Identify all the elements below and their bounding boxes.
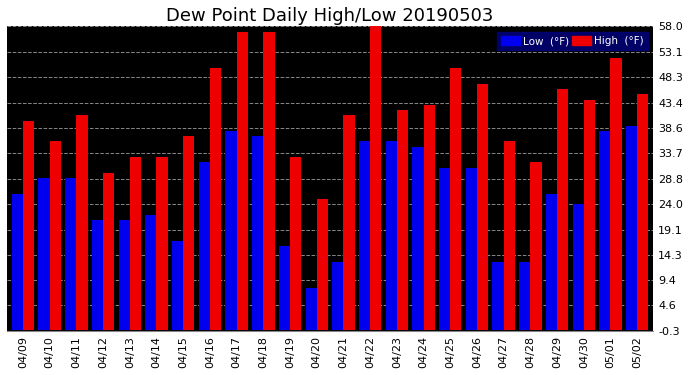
Bar xyxy=(237,32,248,330)
Bar xyxy=(252,136,264,330)
Bar xyxy=(226,131,237,330)
Bar xyxy=(477,84,488,330)
Bar xyxy=(584,100,595,330)
Bar xyxy=(306,288,317,330)
Bar xyxy=(397,110,408,330)
Bar xyxy=(413,147,424,330)
Bar xyxy=(103,173,115,330)
Bar xyxy=(183,136,195,330)
Title: Dew Point Daily High/Low 20190503: Dew Point Daily High/Low 20190503 xyxy=(166,7,494,25)
Bar xyxy=(466,168,477,330)
Bar xyxy=(172,241,183,330)
Bar xyxy=(279,246,290,330)
Bar xyxy=(39,178,50,330)
Bar xyxy=(451,68,462,330)
Bar xyxy=(573,204,584,330)
Bar xyxy=(119,220,130,330)
Bar xyxy=(264,32,275,330)
Bar xyxy=(519,262,531,330)
Bar xyxy=(317,199,328,330)
Bar xyxy=(386,141,397,330)
Bar xyxy=(157,157,168,330)
Bar xyxy=(637,94,649,330)
Bar xyxy=(23,120,34,330)
Legend: Low  (°F), High  (°F): Low (°F), High (°F) xyxy=(497,32,648,50)
Text: Copyright 2019 Cartronics.com: Copyright 2019 Cartronics.com xyxy=(13,36,155,45)
Bar xyxy=(199,162,210,330)
Bar xyxy=(531,162,542,330)
Bar xyxy=(65,178,77,330)
Bar xyxy=(424,105,435,330)
Bar xyxy=(493,262,504,330)
Bar xyxy=(599,131,611,330)
Bar xyxy=(130,157,141,330)
Bar xyxy=(92,220,103,330)
Bar xyxy=(12,194,23,330)
Bar xyxy=(50,141,61,330)
Bar xyxy=(546,194,557,330)
Bar xyxy=(359,141,370,330)
Bar xyxy=(332,262,344,330)
Bar xyxy=(344,115,355,330)
Bar xyxy=(557,89,569,330)
Bar xyxy=(626,126,637,330)
Bar xyxy=(77,115,88,330)
Bar xyxy=(210,68,221,330)
Bar xyxy=(611,58,622,330)
Bar xyxy=(370,27,382,330)
Bar xyxy=(439,168,451,330)
Bar xyxy=(504,141,515,330)
Bar xyxy=(290,157,302,330)
Bar xyxy=(146,214,157,330)
